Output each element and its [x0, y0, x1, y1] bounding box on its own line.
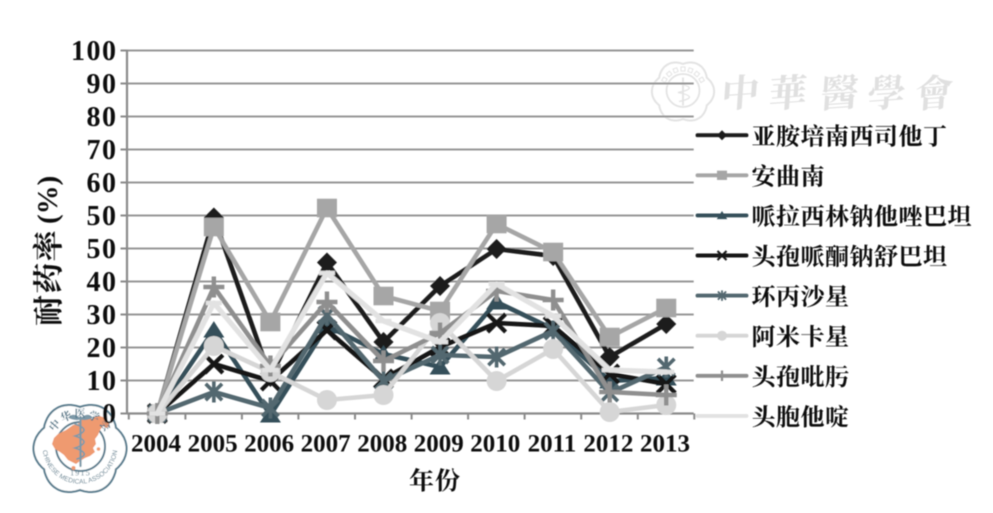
svg-text:2004: 2004: [131, 431, 182, 458]
svg-text:0: 0: [102, 399, 118, 430]
svg-text:2007: 2007: [301, 431, 351, 458]
svg-text:2008: 2008: [357, 431, 407, 458]
svg-text:40: 40: [87, 267, 118, 298]
svg-text:50: 50: [87, 201, 118, 232]
svg-text:80: 80: [87, 102, 118, 133]
svg-text:2005: 2005: [188, 431, 238, 458]
svg-text:60: 60: [87, 168, 118, 199]
svg-text:20: 20: [87, 333, 118, 364]
svg-text:10: 10: [87, 366, 118, 397]
svg-text:2013: 2013: [640, 431, 690, 458]
svg-text:2006: 2006: [244, 431, 294, 458]
svg-text:2009: 2009: [414, 431, 464, 458]
svg-text:50: 50: [87, 234, 118, 265]
svg-text:70: 70: [87, 135, 118, 166]
svg-text:1915: 1915: [70, 469, 91, 478]
svg-text:2011: 2011: [528, 431, 577, 458]
svg-text:90: 90: [87, 69, 118, 100]
svg-text:2012: 2012: [583, 431, 633, 458]
svg-text:30: 30: [87, 300, 118, 331]
svg-text:100: 100: [71, 36, 118, 67]
svg-text:(%): (%): [32, 176, 64, 224]
svg-text:2010: 2010: [470, 431, 520, 458]
